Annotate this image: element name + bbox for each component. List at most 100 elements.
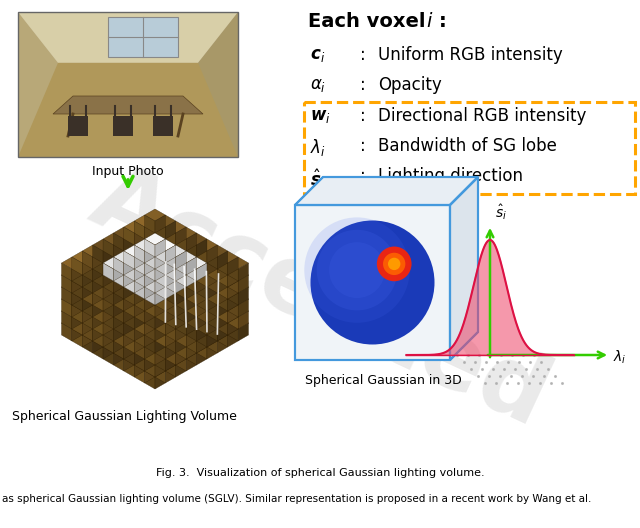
Polygon shape — [165, 227, 176, 245]
Polygon shape — [93, 275, 113, 287]
Polygon shape — [134, 245, 145, 263]
Polygon shape — [124, 233, 134, 251]
Polygon shape — [218, 293, 228, 311]
Polygon shape — [145, 269, 155, 287]
Polygon shape — [218, 311, 238, 323]
Polygon shape — [207, 305, 218, 323]
Polygon shape — [165, 335, 176, 353]
Circle shape — [388, 258, 401, 270]
Polygon shape — [196, 275, 218, 287]
Polygon shape — [93, 281, 103, 299]
Polygon shape — [207, 257, 218, 275]
Polygon shape — [113, 329, 124, 347]
Polygon shape — [176, 353, 186, 371]
Polygon shape — [207, 299, 218, 317]
Polygon shape — [134, 323, 155, 335]
Polygon shape — [103, 245, 124, 257]
Polygon shape — [176, 281, 186, 299]
Polygon shape — [103, 257, 124, 269]
Polygon shape — [155, 233, 165, 251]
Polygon shape — [83, 287, 93, 305]
Polygon shape — [155, 257, 165, 275]
Polygon shape — [186, 269, 196, 287]
Polygon shape — [165, 269, 186, 281]
Polygon shape — [124, 299, 134, 317]
Polygon shape — [124, 305, 145, 317]
Polygon shape — [207, 281, 228, 293]
Polygon shape — [155, 287, 176, 299]
Polygon shape — [93, 287, 113, 299]
Polygon shape — [218, 323, 228, 341]
Polygon shape — [145, 263, 155, 281]
Polygon shape — [83, 281, 93, 299]
Polygon shape — [186, 245, 207, 257]
Polygon shape — [134, 227, 155, 239]
Polygon shape — [218, 263, 228, 281]
Polygon shape — [145, 305, 155, 323]
Polygon shape — [218, 263, 228, 281]
Polygon shape — [207, 317, 228, 329]
Text: $\boldsymbol{w}_i$: $\boldsymbol{w}_i$ — [310, 107, 331, 125]
Polygon shape — [155, 311, 165, 329]
Polygon shape — [155, 227, 165, 245]
Polygon shape — [218, 257, 228, 275]
Polygon shape — [145, 239, 155, 257]
Polygon shape — [134, 329, 145, 347]
Polygon shape — [228, 329, 238, 347]
Polygon shape — [165, 317, 186, 329]
Polygon shape — [93, 239, 113, 251]
Polygon shape — [196, 311, 207, 329]
Polygon shape — [155, 245, 165, 263]
Polygon shape — [134, 335, 155, 347]
Polygon shape — [83, 317, 103, 329]
Polygon shape — [103, 329, 113, 347]
Polygon shape — [124, 263, 134, 281]
Polygon shape — [186, 353, 196, 371]
Polygon shape — [196, 341, 207, 359]
Polygon shape — [155, 227, 176, 239]
Polygon shape — [165, 353, 186, 365]
Polygon shape — [83, 305, 93, 323]
Polygon shape — [155, 353, 165, 371]
Polygon shape — [61, 317, 83, 329]
Polygon shape — [145, 269, 155, 287]
Polygon shape — [228, 281, 238, 299]
Polygon shape — [218, 293, 228, 311]
Polygon shape — [103, 269, 113, 287]
Polygon shape — [83, 269, 93, 287]
Polygon shape — [207, 323, 218, 341]
Polygon shape — [165, 245, 176, 263]
Polygon shape — [155, 251, 165, 269]
Polygon shape — [134, 323, 145, 341]
Polygon shape — [165, 299, 176, 317]
Polygon shape — [145, 353, 165, 365]
Polygon shape — [155, 347, 176, 359]
Polygon shape — [145, 353, 155, 371]
Polygon shape — [176, 275, 196, 287]
Polygon shape — [134, 287, 145, 305]
Polygon shape — [145, 347, 155, 365]
Polygon shape — [134, 251, 145, 269]
Polygon shape — [155, 287, 176, 299]
Polygon shape — [113, 311, 124, 329]
Polygon shape — [196, 293, 207, 311]
Polygon shape — [145, 269, 165, 281]
Polygon shape — [18, 63, 238, 157]
Polygon shape — [196, 239, 207, 257]
Polygon shape — [176, 299, 196, 311]
Polygon shape — [103, 317, 113, 335]
Polygon shape — [124, 269, 134, 287]
Polygon shape — [83, 299, 93, 317]
Polygon shape — [113, 299, 124, 317]
Polygon shape — [176, 257, 186, 275]
Polygon shape — [83, 305, 103, 317]
Polygon shape — [196, 305, 207, 323]
Polygon shape — [83, 281, 103, 293]
Polygon shape — [124, 317, 145, 329]
Polygon shape — [165, 269, 186, 281]
Polygon shape — [124, 269, 145, 281]
Polygon shape — [155, 293, 165, 311]
Polygon shape — [196, 329, 207, 347]
Polygon shape — [165, 257, 176, 275]
Polygon shape — [238, 287, 248, 305]
